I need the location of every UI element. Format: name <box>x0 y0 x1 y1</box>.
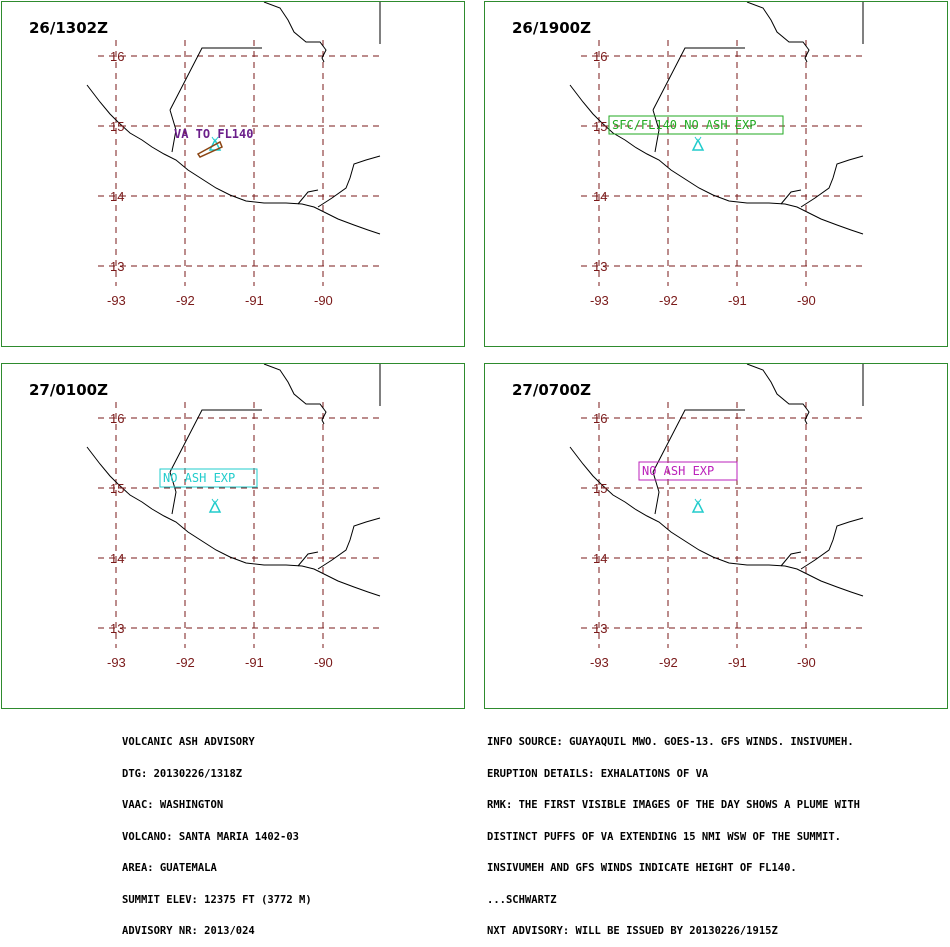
coastline <box>780 551 802 567</box>
lon-tick-label: -90 <box>797 655 816 670</box>
ash-label-box <box>159 468 258 488</box>
coastline <box>569 446 864 597</box>
ash-label: NO ASH EXP <box>642 464 714 478</box>
coastline <box>780 189 802 205</box>
footer-line: NXT ADVISORY: WILL BE ISSUED BY 20130226… <box>487 925 778 937</box>
lat-tick-label: 16 <box>110 49 124 64</box>
coastline <box>86 84 381 235</box>
forecast-panel-3: 16 15 14 13 -93 -92 -91 -90 NO ASH EXP 27/0100Z <box>1 363 465 709</box>
footer-line: INFO SOURCE: GUAYAQUIL MWO. GOES-13. GFS… <box>487 736 854 748</box>
map-svg: 16 15 14 13 -93 -92 -91 -90 SFC/FL140 NO ASH EXP <box>569 2 864 308</box>
coastline <box>652 47 745 111</box>
lat-tick-label: 13 <box>593 621 607 636</box>
coastline <box>800 155 864 208</box>
panel-title: 26/1900Z <box>512 19 591 37</box>
panel-title: 27/0700Z <box>512 381 591 399</box>
footer-line: DTG: 20130226/1318Z <box>122 767 243 780</box>
lat-tick-label: 14 <box>110 189 124 204</box>
footer-line: DISTINCT PUFFS OF VA EXTENDING 15 NMI WS… <box>487 830 842 843</box>
coastline <box>317 517 381 570</box>
ash-label: NO ASH EXP <box>163 471 235 485</box>
lat-tick-label: 14 <box>110 551 124 566</box>
lat-tick-label: 13 <box>110 621 124 636</box>
lon-tick-label: -91 <box>245 655 264 670</box>
lat-tick-label: 16 <box>593 49 607 64</box>
footer-line: SUMMIT ELEV: 12375 FT (3772 M) <box>122 893 312 906</box>
map-svg: 16 15 14 13 -93 -92 -91 -90 NO ASH EXP <box>569 364 864 670</box>
lat-tick-label: 13 <box>110 259 124 274</box>
coastline <box>169 409 262 473</box>
advisory-remarks-text: INFO SOURCE: GUAYAQUIL MWO. GOES-13. GFS… <box>487 716 860 947</box>
forecast-panel-2: 16 15 14 13 -93 -92 -91 -90 SFC/FL140 NO ASH EXP… <box>484 1 948 347</box>
lon-tick-label: -92 <box>659 655 678 670</box>
graticule <box>581 40 863 286</box>
ash-label: SFC/FL140 NO ASH EXP <box>612 118 757 132</box>
map-svg: 16 15 14 13 -93 -92 -91 -90 VA TO FL140 <box>86 2 381 308</box>
triangle-volcano-icon <box>691 136 705 151</box>
footer-line: VOLCANIC ASH ADVISORY <box>122 736 255 748</box>
lat-tick-label: 13 <box>593 259 607 274</box>
panel-title: 27/0100Z <box>29 381 108 399</box>
triangle-volcano-icon <box>208 498 222 513</box>
footer-line: INSIVUMEH AND GFS WINDS INDICATE HEIGHT … <box>487 862 797 874</box>
footer-line: AREA: GUATEMALA <box>122 862 217 874</box>
lon-tick-label: -92 <box>176 655 195 670</box>
map-svg: 16 15 14 13 -93 -92 -91 -90 NO ASH EXP <box>86 364 381 670</box>
forecast-panel-4: 16 15 14 13 -93 -92 -91 -90 NO ASH EXP 27/0700Z <box>484 363 948 709</box>
lat-tick-label: 14 <box>593 551 607 566</box>
footer-line: ...SCHWARTZ <box>487 893 557 906</box>
ash-plume-polygon <box>196 140 223 158</box>
coastline <box>169 47 262 111</box>
lon-tick-label: -91 <box>728 293 747 308</box>
coastline <box>86 446 381 597</box>
graticule <box>581 402 863 648</box>
lon-tick-label: -90 <box>314 655 333 670</box>
triangle-volcano-icon <box>691 498 705 513</box>
lat-tick-label: 15 <box>593 119 607 134</box>
lon-tick-label: -90 <box>314 293 333 308</box>
lon-tick-label: -93 <box>107 293 126 308</box>
lon-tick-label: -93 <box>590 293 609 308</box>
graticule <box>98 402 380 648</box>
lat-tick-label: 15 <box>593 481 607 496</box>
ash-label-box <box>638 461 738 481</box>
ash-label: VA TO FL140 <box>174 127 253 141</box>
ash-label-box <box>608 115 784 135</box>
coastline <box>317 155 381 208</box>
footer-line: VOLCANO: SANTA MARIA 1402-03 <box>122 830 300 843</box>
lat-tick-label: 14 <box>593 189 607 204</box>
lat-tick-label: 15 <box>110 481 124 496</box>
coastline <box>746 364 810 425</box>
lon-tick-label: -90 <box>797 293 816 308</box>
coastline <box>263 364 327 425</box>
coastline <box>169 471 177 515</box>
panel-title: 26/1302Z <box>29 19 108 37</box>
lon-tick-label: -93 <box>590 655 609 670</box>
lon-tick-label: -91 <box>728 655 747 670</box>
forecast-panel-1: 16 15 14 13 -93 -92 -91 -90 VA TO FL140 26/1302Z <box>1 1 465 347</box>
lat-tick-label: 16 <box>110 411 124 426</box>
lon-tick-label: -92 <box>176 293 195 308</box>
graticule <box>98 40 380 286</box>
lat-tick-label: 16 <box>593 411 607 426</box>
footer-line: VAAC: WASHINGTON <box>122 799 224 811</box>
coastline <box>652 409 745 473</box>
footer-line: ADVISORY NR: 2013/024 <box>122 925 255 937</box>
coastline <box>297 189 319 205</box>
coastline <box>746 2 810 63</box>
coastline <box>263 2 327 63</box>
lon-tick-label: -92 <box>659 293 678 308</box>
coastline <box>652 471 660 515</box>
coastline <box>652 109 660 153</box>
advisory-header-text: VOLCANIC ASH ADVISORY DTG: 20130226/1318… <box>122 716 312 947</box>
lon-tick-label: -93 <box>107 655 126 670</box>
lon-tick-label: -91 <box>245 293 264 308</box>
footer-line: RMK: THE FIRST VISIBLE IMAGES OF THE DAY… <box>487 799 860 811</box>
coastline <box>800 517 864 570</box>
coastline <box>569 84 864 235</box>
coastline <box>169 109 177 153</box>
lat-tick-label: 15 <box>110 119 124 134</box>
coastline <box>297 551 319 567</box>
footer-line: ERUPTION DETAILS: EXHALATIONS OF VA <box>487 767 709 780</box>
